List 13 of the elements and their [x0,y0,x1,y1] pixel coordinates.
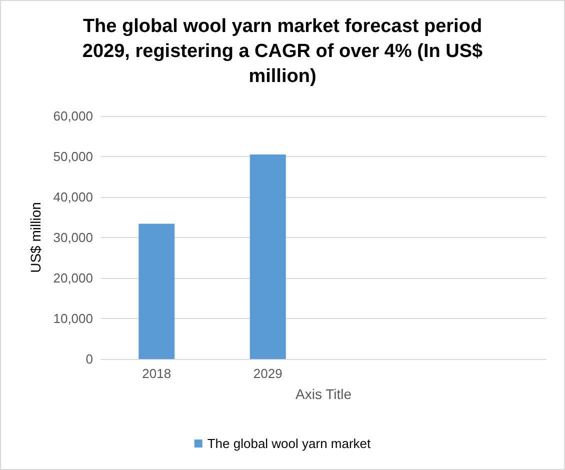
x-tick-label: 2018 [142,366,172,381]
y-axis-title: US$ million [27,202,44,273]
y-tick-label: 20,000 [53,270,93,286]
y-tick-label: 40,000 [53,190,93,204]
y-tick-label: 0 [86,352,93,366]
y-tick-label: 60,000 [53,108,93,124]
legend-label: The global wool yarn market [207,436,372,451]
y-tick-label: 30,000 [53,230,93,245]
x-tick-label: 2029 [253,366,282,381]
y-tick-label: 10,000 [53,311,93,326]
x-axis-title: Axis Title [295,386,352,402]
y-tick-label: 50,000 [53,149,93,164]
chart-title: The global wool yarn market forecast period 2029, registering a CAGR of over 4% (In US$ million) [82,16,484,87]
